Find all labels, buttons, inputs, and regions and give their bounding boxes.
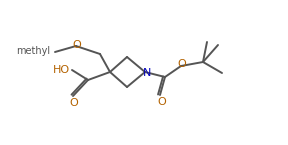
Text: O: O: [158, 97, 166, 107]
Text: O: O: [70, 98, 78, 108]
Text: HO: HO: [53, 65, 70, 75]
Text: methyl: methyl: [16, 46, 50, 56]
Text: O: O: [178, 59, 186, 69]
Text: O: O: [73, 40, 82, 50]
Text: N: N: [143, 68, 151, 78]
